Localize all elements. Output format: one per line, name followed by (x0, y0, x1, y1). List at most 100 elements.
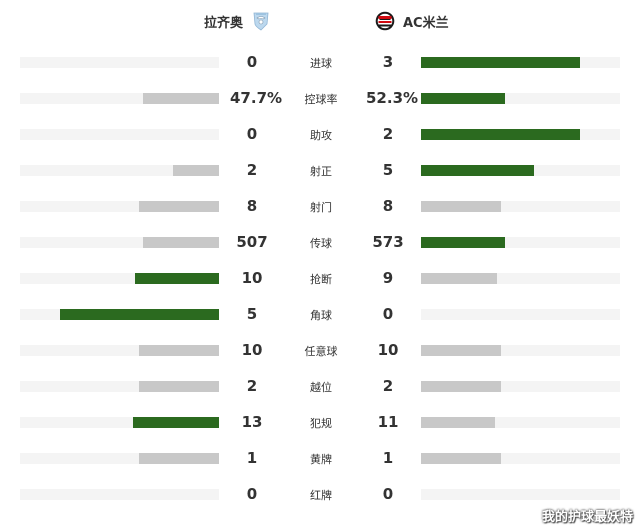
away-value: 3 (382, 53, 394, 71)
away-bar (421, 273, 497, 284)
stat-label: 控球率 (304, 93, 338, 106)
home-bar (139, 381, 219, 392)
away-value: 573 (372, 233, 404, 251)
away-bar (421, 453, 501, 464)
away-bar-track (421, 237, 620, 248)
stat-row: 0 助攻 2 (0, 116, 641, 152)
home-bar-track (20, 381, 219, 392)
home-value: 0 (246, 485, 258, 503)
stat-label: 抢断 (310, 273, 332, 286)
home-value: 8 (246, 197, 258, 215)
stat-row: 2 越位 2 (0, 368, 641, 404)
home-bar-track (20, 201, 219, 212)
stat-label: 射门 (310, 201, 332, 214)
stat-row: 1 黄牌 1 (0, 440, 641, 476)
away-value: 8 (382, 197, 394, 215)
away-bar-track (421, 57, 620, 68)
away-bar-track (421, 165, 620, 176)
stat-label: 射正 (310, 165, 332, 178)
home-value: 5 (246, 305, 258, 323)
away-bar-track (421, 93, 620, 104)
away-value: 9 (382, 269, 394, 287)
away-team-name: AC米兰 (403, 15, 449, 31)
stat-row: 10 抢断 9 (0, 260, 641, 296)
away-value: 0 (382, 305, 394, 323)
home-team: 拉齐奥 (204, 10, 271, 32)
home-bar-track (20, 57, 219, 68)
away-bar (421, 201, 501, 212)
stat-row: 10 任意球 10 (0, 332, 641, 368)
away-bar-track (421, 201, 620, 212)
home-bar (139, 453, 219, 464)
away-bar-track (421, 309, 620, 320)
home-value: 13 (241, 413, 263, 431)
home-bar (143, 237, 219, 248)
away-bar (421, 129, 581, 140)
watermark: 我的护球最妖特 (541, 510, 633, 525)
home-bar-track (20, 93, 219, 104)
home-value: 507 (236, 233, 268, 251)
home-bar (135, 273, 219, 284)
home-bar-track (20, 165, 219, 176)
home-value: 0 (246, 125, 258, 143)
stat-label: 角球 (310, 309, 332, 322)
stat-row: 0 红牌 0 (0, 476, 641, 512)
home-value: 0 (246, 53, 258, 71)
stat-label: 助攻 (310, 129, 332, 142)
home-bar (139, 201, 219, 212)
home-bar (143, 93, 219, 104)
home-bar-track (20, 453, 219, 464)
stat-row: 2 射正 5 (0, 152, 641, 188)
stat-row: 507 传球 573 (0, 224, 641, 260)
home-value: 10 (241, 269, 263, 287)
stat-row: 8 射门 8 (0, 188, 641, 224)
home-bar-track (20, 309, 219, 320)
home-bar (133, 417, 219, 428)
home-bar-track (20, 237, 219, 248)
away-bar-track (421, 129, 620, 140)
home-bar-track (20, 129, 219, 140)
home-bar (139, 345, 219, 356)
stats-list: 0 进球 3 47.7% 控球率 52.3% 0 助攻 2 2 射正 5 8 射门 8 507 传球 573 10 抢… (0, 44, 641, 512)
stat-label: 越位 (310, 381, 332, 394)
stat-label: 进球 (310, 57, 332, 70)
away-value: 2 (382, 125, 394, 143)
away-bar (421, 237, 505, 248)
away-value: 1 (382, 449, 394, 467)
home-value: 10 (241, 341, 263, 359)
home-bar-track (20, 489, 219, 500)
away-bar-track (421, 489, 620, 500)
stat-label: 红牌 (310, 489, 332, 502)
away-value: 11 (377, 413, 399, 431)
stat-label: 任意球 (304, 345, 338, 358)
home-value: 1 (246, 449, 258, 467)
away-bar-track (421, 273, 620, 284)
stat-label: 传球 (310, 237, 332, 250)
stat-row: 5 角球 0 (0, 296, 641, 332)
stat-row: 47.7% 控球率 52.3% (0, 80, 641, 116)
away-team: AC米兰 (375, 10, 449, 32)
away-bar (421, 417, 495, 428)
away-bar (421, 381, 501, 392)
away-bar (421, 57, 581, 68)
home-team-name: 拉齐奥 (203, 15, 243, 31)
away-value: 10 (377, 341, 399, 359)
match-header: 拉齐奥 AC米兰 (0, 0, 641, 40)
away-bar (421, 165, 535, 176)
away-value: 5 (382, 161, 394, 179)
home-value: 2 (246, 377, 258, 395)
away-bar (421, 93, 505, 104)
lazio-eagle-crest-icon (253, 12, 269, 31)
away-value: 2 (382, 377, 394, 395)
stat-label: 犯规 (310, 417, 332, 430)
home-bar (59, 309, 219, 320)
home-value: 47.7% (230, 89, 283, 107)
away-bar-track (421, 453, 620, 464)
home-bar-track (20, 417, 219, 428)
stat-label: 黄牌 (310, 453, 332, 466)
away-bar-track (421, 381, 620, 392)
ac-milan-crest-icon (375, 11, 395, 31)
away-bar-track (421, 417, 620, 428)
stat-row: 0 进球 3 (0, 44, 641, 80)
away-value: 52.3% (366, 89, 419, 107)
